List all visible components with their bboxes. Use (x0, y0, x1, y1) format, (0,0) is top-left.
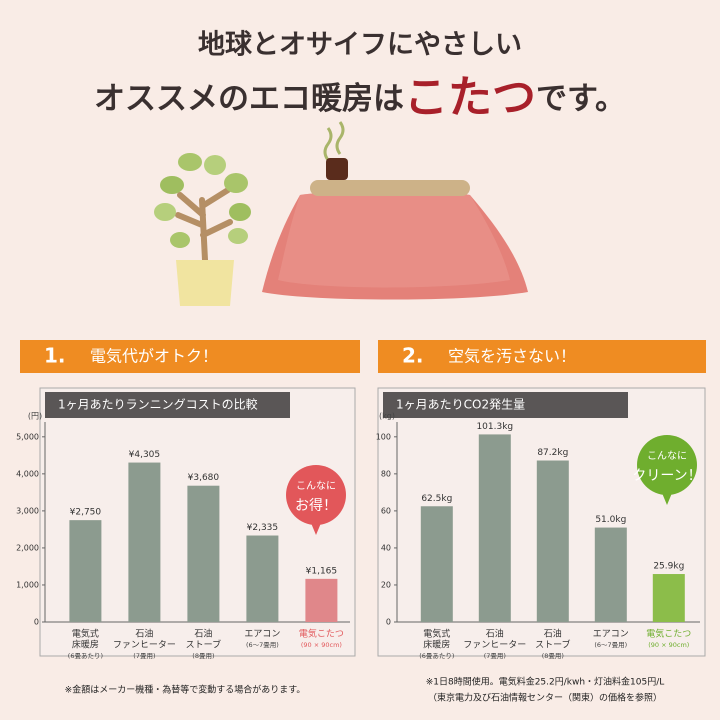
y-tick-label: 5,000 (16, 432, 39, 441)
bar (536, 460, 569, 622)
chart-title-tab (383, 392, 628, 418)
x-tick-label: 電気式 (72, 628, 99, 640)
x-tick-label: エアコン (593, 630, 629, 640)
bar (594, 527, 627, 622)
value-label: 87.2kg (537, 448, 568, 458)
value-label: ¥4,305 (129, 450, 161, 460)
category-note: (90 × 90cm) (648, 641, 689, 649)
value-label: 101.3kg (476, 422, 513, 432)
y-tick-label: 2,000 (16, 543, 39, 552)
section-title: 空気を汚さない！ (448, 347, 576, 366)
title-part: オススメのエコ暖房は (94, 81, 404, 117)
value-label: 51.0kg (595, 515, 626, 525)
plant-illustration (154, 153, 251, 306)
chart: 2. 空気を汚さない！ 1ヶ月あたりCO2発生量(kg) 0 20 40 60 80 100 62… (376, 340, 706, 704)
x-tick-label: ストーブ (535, 639, 570, 651)
section-banner (378, 340, 706, 373)
x-tick-label: 電気こたつ (299, 628, 344, 640)
x-tick-label: 石油 (486, 628, 504, 640)
value-label: 62.5kg (421, 494, 452, 504)
x-tick-label: 石油 (194, 628, 212, 640)
category-note: (8畳用) (192, 652, 214, 660)
annotation-text: こんなに (296, 480, 336, 492)
footnote: ※金額はメーカー機種・為替等で変動する場合があります。 (65, 684, 306, 696)
bar (478, 434, 511, 622)
bar (246, 535, 279, 622)
bar (69, 520, 102, 622)
category-note: (90 × 90cm) (301, 641, 342, 649)
charts: 1. 電気代がオトク！ 1ヶ月あたりランニングコストの比較 (円) 0 1,000 2,00… (16, 340, 706, 704)
y-tick-label: 0 (34, 618, 39, 627)
footnote: （東京電力及び石油情報センター（関東）の価格を参照） (428, 692, 662, 704)
category-note: (6畳あたり) (68, 652, 103, 660)
category-note: (7畳用) (133, 652, 155, 660)
annotation-bubble (637, 435, 697, 495)
bar (420, 506, 453, 622)
category-note: (6〜7畳用) (594, 641, 627, 649)
x-tick-label: 床暖房 (72, 639, 99, 651)
category-note: (7畳用) (484, 652, 506, 660)
value-label: ¥2,335 (247, 523, 279, 533)
annotation-bubble (286, 465, 346, 525)
x-tick-label: 電気こたつ (646, 628, 691, 640)
x-tick-label: 石油 (544, 628, 562, 640)
chart-title-tab (45, 392, 290, 418)
bar (652, 574, 685, 622)
y-tick-label: 40 (381, 543, 391, 552)
bar (305, 578, 338, 622)
y-tick-label: 0 (386, 618, 391, 627)
annotation-text: クリーン！ (632, 468, 701, 484)
y-tick-label: 1,000 (16, 580, 39, 589)
x-tick-label: ストーブ (186, 639, 221, 651)
section-number: 1. (44, 344, 66, 368)
y-unit: (kg) (379, 412, 395, 421)
y-tick-label: 4,000 (16, 469, 39, 478)
x-tick-label: エアコン (244, 630, 280, 640)
value-label: ¥2,750 (70, 508, 102, 518)
section-title: 電気代がオトク！ (90, 347, 218, 366)
y-unit: (円) (28, 412, 42, 421)
title-line-2: オススメのエコ暖房はこたつです。 (94, 72, 626, 123)
title-highlight: こたつ (404, 72, 536, 123)
category-note: (6〜7畳用) (246, 641, 279, 649)
title-line-1: 地球とオサイフにやさしい (198, 30, 522, 61)
section-number: 2. (402, 344, 424, 368)
category-note: (6畳あたり) (419, 652, 454, 660)
x-tick-label: 床暖房 (423, 639, 450, 651)
y-tick-label: 80 (381, 469, 391, 478)
footnote: ※1日8時間使用。電気料金25.2円/kwh・灯油料金105円/L (426, 676, 665, 688)
chart: 1. 電気代がオトク！ 1ヶ月あたりランニングコストの比較 (円) 0 1,000 2,00… (16, 340, 360, 696)
value-label: ¥1,165 (306, 566, 338, 576)
annotation-text: こんなに (647, 450, 687, 462)
y-tick-label: 100 (376, 432, 391, 441)
x-tick-label: 石油 (135, 628, 153, 640)
chart-title: 1ヶ月あたりランニングコストの比較 (58, 397, 258, 412)
category-note: (8畳用) (542, 652, 564, 660)
x-tick-label: ファンヒーター (113, 640, 176, 651)
value-label: ¥3,680 (188, 473, 220, 483)
bar (187, 485, 220, 622)
x-tick-label: ファンヒーター (463, 640, 526, 651)
y-tick-label: 3,000 (16, 506, 39, 515)
value-label: 25.9kg (653, 562, 684, 572)
annotation-pointer (662, 493, 672, 505)
annotation-pointer (311, 523, 321, 535)
x-tick-label: 電気式 (423, 628, 450, 640)
y-tick-label: 20 (381, 580, 391, 589)
y-tick-label: 60 (381, 506, 391, 515)
title-part: です。 (536, 81, 626, 117)
chart-title: 1ヶ月あたりCO2発生量 (396, 398, 525, 412)
bar (128, 462, 161, 622)
section-banner (20, 340, 360, 373)
kotatsu-illustration (262, 121, 528, 300)
annotation-text: お得！ (295, 497, 337, 514)
